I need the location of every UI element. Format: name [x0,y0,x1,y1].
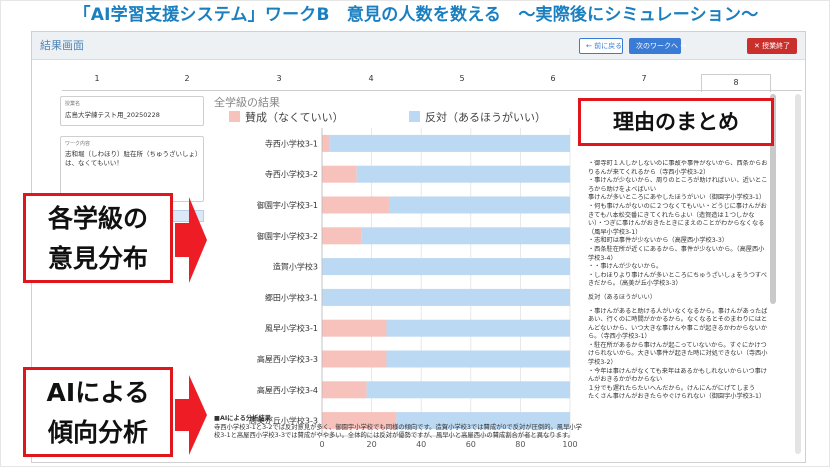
category-label: 御園宇小学校3-1 [257,200,318,210]
bar-oppose [386,350,570,368]
distribution-callout-line2: 意見分布 [47,244,148,273]
bar-oppose [361,227,570,245]
step-tabs: 1 2 3 4 5 6 7 8 [32,74,805,92]
ai-analysis-arrow-icon [175,375,207,455]
distribution-callout: 各学級の 意見分布 [23,193,173,283]
ai-analysis-heading: ■AIによる分析結果 [214,415,272,422]
page-scrollbar[interactable] [795,94,801,454]
step-tab-7[interactable]: 7 [641,74,647,83]
work-content-field[interactable]: ワーク内容 志和堀（しわほり）駐在所（ちゅうざいしょ）は、なくてもいい！ [60,136,204,202]
reason-line: ・駐在所があるから事けんが起こっていないから。すぐにかけつけられないから。大きい… [588,341,768,367]
bar-agree [322,196,389,214]
x-tick-label: 20 [367,440,377,449]
legend-oppose-swatch [409,111,420,122]
bar-oppose [396,412,570,430]
category-label: 風早小学校3-1 [265,323,318,333]
legend-oppose-label: 反対（あるほうがいい） [425,111,546,124]
screen-title: 結果画面 [40,39,84,52]
tab-divider [62,90,802,91]
chart-title: 全学級の結果 [214,96,280,109]
reason-line: たくさん事けんがおきたらやぐけられない（御園宇小学校3-1） [588,393,766,401]
step-tab-8[interactable]: 8 [701,74,771,92]
reason-line: ・今年は事けんがなくても来年はあるかもしれないからいつ事けんがおきるかがわからな… [588,367,767,384]
bar-oppose [322,258,570,276]
category-label: 高美が丘小学校3-3 [249,416,318,426]
category-label: 造賀小学校3 [273,262,318,272]
x-tick-label: 0 [319,440,324,449]
reason-summary-text: ・御寺町１人しかしないのに事故や事件がないから、西条からおりるんが来てくれるから… [588,160,770,462]
bar-agree [322,350,387,368]
reason-line: ・西条駐在所が近くにあるから、事件が少ないから。（高屋西小学校3-4） [588,245,765,262]
reason-line: １分でも遅れたらたいへんだから。けんにんがにげてしまう [588,384,756,392]
distribution-arrow-icon [175,197,207,283]
bar-agree [322,165,357,183]
reason-line: 反対（あるほうがいい） [588,293,657,301]
slide-title: 「AI学習支援システム」ワークB 意見の人数を数える ～実際後にシミュレーション… [73,5,759,25]
category-label: 寺西小学校3-1 [265,138,318,148]
category-label: 寺西小学校3-2 [265,169,318,179]
step-tab-1[interactable]: 1 [94,74,100,83]
ai-analysis-section: ■AIによる分析結果 寺西小学校3-1と3-2では反対意見が多く、御園宇小学校で… [214,415,584,462]
ai-callout-line1: AIによる [46,378,150,407]
ai-callout-line2: 傾向分析 [47,418,148,447]
bar-oppose [386,319,570,337]
reason-line: ・御寺町１人しかしないのに事故や事件がないから、西条からおりるんが来てくれるから… [588,160,768,176]
reason-line: ・・事けんが少ないから。 [588,263,663,271]
bar-agree [322,227,362,245]
bar-agree [322,319,387,337]
class-opinion-bar-chart: 0 20 40 60 80 100 寺西小学校3-1 寺西小学校3-2 御園宇小学校3-1 御園宇… [249,128,578,449]
work-content-value: 志和堀（しわほり）駐在所（ちゅうざいしょ）は、なくてもいい！ [65,150,199,167]
bar-oppose [329,134,570,152]
category-label: 御園宇小学校3-2 [257,231,318,241]
reason-line: ・事けんが少ないから、周りのところが助ければいい、近いところから助けをよべばいい [588,177,768,193]
end-class-button[interactable]: ✕ 授業終了 [747,38,797,54]
distribution-callout-line1: 各学級の [47,204,148,233]
step-tab-4[interactable]: 4 [368,74,374,83]
app-header: 結果画面 ← 前に戻る 次のワークへ → ✕ 授業終了 [32,32,805,60]
reason-line: 事けんが多いところにあやしたほうがいい（御園宇小学校3-1） [588,194,766,202]
class-name-label: 授業名 [65,101,81,107]
bar-oppose [366,381,570,399]
step-tab-2[interactable]: 2 [184,74,190,83]
bar-oppose [356,165,570,183]
reason-line: ・志和町は事件が少ないから（高屋西小学校3-3） [588,237,729,245]
bar-agree [322,381,367,399]
category-label: 郷田小学校3-1 [265,292,318,302]
next-work-button[interactable]: 次のワークへ → [629,38,686,54]
legend-agree-swatch [229,111,240,122]
ai-analysis-text: 寺西小学校3-1と3-2では反対意見が多く、御園宇小学校でも同様の傾向です。造賀… [214,423,582,440]
legend-agree-label: 賛成（なくていい） [245,111,344,124]
step-tab-3[interactable]: 3 [276,74,282,83]
bar-oppose [388,196,570,214]
reason-summary-callout: 理由のまとめ [578,98,774,146]
bar-agree [322,134,330,152]
step-tab-6[interactable]: 6 [550,74,556,83]
step-tab-5[interactable]: 5 [459,74,465,83]
class-name-value: 広島大学練テスト用_20250228 [65,111,160,119]
x-tick-label: 60 [466,440,476,449]
class-name-field[interactable]: 授業名 広島大学練テスト用_20250228 [60,96,204,126]
bar-oppose [322,288,570,306]
reason-line: ・しわほりより事けんが多いところにちゅうざいしょをうつすべきだから。（高美が丘小… [588,271,767,288]
category-label: 高屋西小学校3-3 [257,354,318,364]
back-button[interactable]: ← 前に戻る [579,38,623,54]
reason-line: ・何も事けんがないのに２つなくてもいい・どうじに事けんがおきても八本松交番にきて… [588,202,767,236]
x-tick-label: 100 [562,440,577,449]
ai-analysis-callout: AIによる 傾向分析 [23,367,173,457]
x-tick-label: 80 [515,440,525,449]
bar-agree [322,412,397,430]
category-label: 高屋西小学校3-4 [257,385,318,395]
reason-line: ・事けんがあると助ける人がいなくなるから。事けんがあったばあい、行くのに時間がか… [588,307,768,341]
chart-legend: 賛成（なくていい） 反対（あるほうがいい） [229,110,589,126]
work-content-label: ワーク内容 [65,141,91,147]
x-tick-label: 40 [416,440,426,449]
chart-scrollbar[interactable] [770,94,776,304]
